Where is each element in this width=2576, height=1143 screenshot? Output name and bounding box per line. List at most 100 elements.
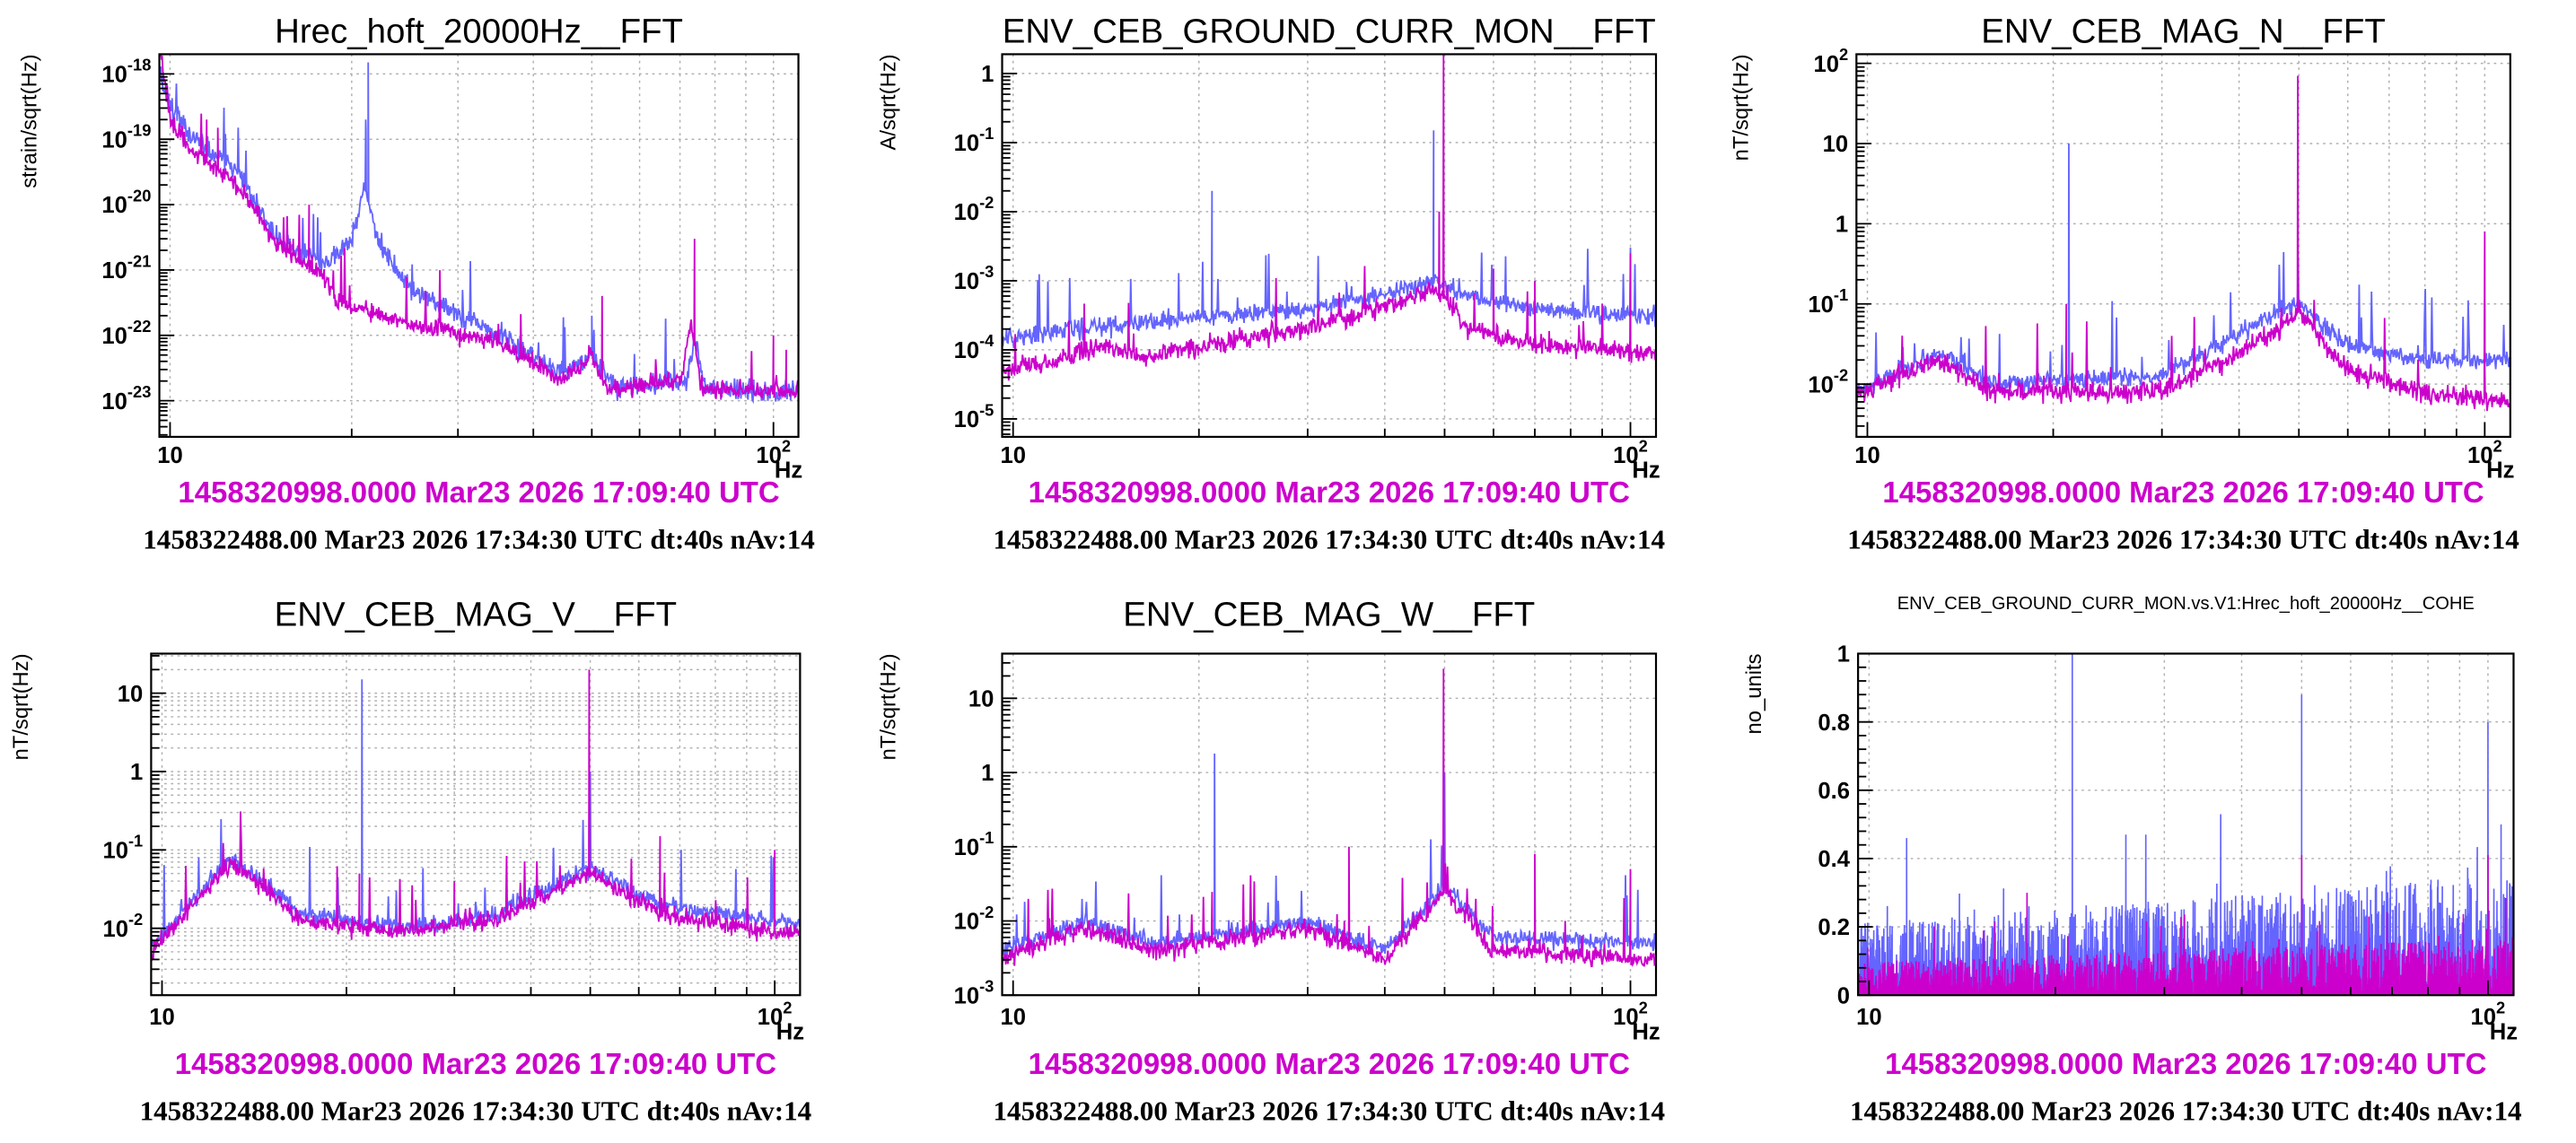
y-tick-label: 10-1: [954, 124, 994, 156]
series-group: [151, 669, 801, 962]
current-timestamp: 1458322488.00 Mar23 2026 17:34:30 UTC dt…: [1850, 1095, 2522, 1126]
y-tick-label: 10-18: [101, 56, 151, 88]
current-timestamp: 1458322488.00 Mar23 2026 17:34:30 UTC dt…: [140, 1095, 812, 1126]
x-axis-unit: Hz: [2490, 1020, 2518, 1045]
y-tick-label: 10-2: [1808, 365, 1848, 397]
y-tick-label: 10-3: [954, 977, 994, 1009]
plot-frame: [1001, 53, 1658, 439]
plot-frame: [150, 652, 802, 997]
y-tick-label: 10: [1823, 132, 1849, 157]
x-tick-label: 10: [1000, 443, 1026, 468]
series-group: [159, 54, 799, 405]
y-tick-label: 10-22: [101, 317, 151, 349]
x-tick-label: 10: [1000, 1005, 1026, 1030]
y-tick-label: 10-19: [101, 121, 151, 153]
y-tick-label: 10-20: [101, 186, 151, 218]
y-tick-label: 10-4: [954, 331, 995, 363]
y-tick-label: 10-2: [102, 910, 143, 942]
y-tick-label: 1: [981, 62, 994, 87]
plot-area: [1002, 54, 1656, 437]
plot-title: ENV_CEB_MAG_W__FFT: [1123, 595, 1535, 633]
y-tick-label: 0.6: [1818, 779, 1850, 804]
y-axis-label: strain/sqrt(Hz): [17, 54, 41, 188]
y-tick-label: 0.2: [1818, 915, 1850, 940]
y-axis-label: no_units: [1742, 653, 1766, 734]
y-tick-label: 1: [1836, 213, 1848, 238]
panel-1: Hrec_hoft_20000Hz__FFT strain/sqrt(Hz) 10 1…: [17, 13, 815, 555]
plot-title: Hrec_hoft_20000Hz__FFT: [275, 13, 683, 51]
axis-ticks: [159, 53, 775, 437]
y-axis-label: nT/sqrt(Hz): [1730, 54, 1754, 161]
y-tick-label: 10-1: [954, 828, 994, 860]
x-axis-unit: Hz: [2486, 458, 2514, 484]
grid: [1002, 54, 1656, 437]
x-axis-unit: Hz: [1632, 458, 1660, 484]
plot-area: [159, 54, 799, 437]
x-axis-unit: Hz: [1632, 1020, 1660, 1045]
series-current: [159, 62, 799, 405]
plot-frame: [1855, 53, 2511, 439]
axis-ticks: [1002, 652, 1632, 997]
axis-ticks: [151, 655, 776, 996]
x-tick-label: 10: [1854, 443, 1880, 468]
reference-timestamp: 1458320998.0000 Mar23 2026 17:09:40 UTC: [1882, 476, 2484, 509]
plot-title: ENV_CEB_MAG_V__FFT: [275, 595, 677, 633]
y-tick-label: 10-5: [954, 400, 994, 432]
plot-title: ENV_CEB_GROUND_CURR_MON__FFT: [1003, 13, 1656, 51]
series-group: [1858, 653, 2514, 996]
axis-ticks: [1858, 652, 2489, 997]
y-tick-label: 10-1: [102, 832, 143, 864]
y-tick-label: 0.4: [1818, 847, 1850, 872]
axis-ticks: [1856, 62, 2486, 437]
series-current: [1856, 144, 2510, 400]
series-reference: [1002, 668, 1656, 968]
plot-title: ENV_CEB_MAG_N__FFT: [1981, 13, 2386, 51]
panel-3: ENV_CEB_MAG_N__FFT nT/sqrt(Hz) 10 102 Hz 10-2…: [1730, 13, 2519, 555]
panel-6: ENV_CEB_GROUND_CURR_MON.vs.V1:Hrec_hoft_…: [1742, 594, 2521, 1126]
y-tick-label: 10-1: [1808, 285, 1848, 318]
y-tick-label: 10-23: [101, 382, 151, 414]
axis-ticks: [1002, 72, 1632, 437]
y-tick-label: 0.8: [1818, 711, 1850, 736]
x-tick-label: 10: [149, 1005, 175, 1030]
grid: [151, 653, 801, 996]
x-axis-unit: Hz: [776, 1020, 804, 1045]
y-axis-label: A/sqrt(Hz): [877, 54, 901, 150]
y-tick-label: 0: [1837, 983, 1850, 1008]
series-current: [1002, 130, 1656, 349]
plot-frame: [1857, 652, 2515, 997]
reference-timestamp: 1458320998.0000 Mar23 2026 17:09:40 UTC: [1029, 476, 1630, 509]
y-axis-label: nT/sqrt(Hz): [877, 654, 901, 761]
x-tick-label: 10: [157, 443, 183, 468]
plot-frame: [158, 53, 800, 439]
series-reference: [151, 669, 801, 962]
y-tick-label: 10: [118, 682, 144, 707]
y-tick-label: 10-3: [954, 262, 994, 294]
current-timestamp: 1458322488.00 Mar23 2026 17:34:30 UTC dt…: [1847, 523, 2519, 554]
series-group: [1002, 668, 1656, 968]
current-timestamp: 1458322488.00 Mar23 2026 17:34:30 UTC dt…: [993, 1095, 1665, 1126]
reference-timestamp: 1458320998.0000 Mar23 2026 17:09:40 UTC: [178, 476, 779, 509]
series-reference: [1858, 855, 2514, 996]
series-reference: [1856, 75, 2510, 412]
reference-timestamp: 1458320998.0000 Mar23 2026 17:09:40 UTC: [175, 1047, 776, 1080]
y-tick-label: 1: [981, 761, 994, 786]
y-axis-label: nT/sqrt(Hz): [9, 654, 33, 761]
grid: [159, 54, 799, 437]
y-tick-label: 10-21: [101, 251, 151, 284]
series-reference: [1002, 54, 1656, 381]
y-tick-label: 10-2: [954, 903, 994, 935]
series-group: [1002, 54, 1656, 381]
plot-title: ENV_CEB_GROUND_CURR_MON.vs.V1:Hrec_hoft_…: [1897, 594, 2475, 614]
x-tick-label: 10: [1856, 1005, 1882, 1030]
y-tick-label: 102: [1813, 45, 1848, 77]
y-tick-label: 10: [968, 686, 994, 711]
x-axis-unit: Hz: [775, 458, 802, 484]
current-timestamp: 1458322488.00 Mar23 2026 17:34:30 UTC dt…: [143, 523, 815, 554]
y-tick-label: 10-2: [954, 193, 994, 225]
reference-timestamp: 1458320998.0000 Mar23 2026 17:09:40 UTC: [1029, 1047, 1630, 1080]
y-tick-label: 1: [1837, 642, 1850, 667]
plot-area: [151, 653, 801, 996]
